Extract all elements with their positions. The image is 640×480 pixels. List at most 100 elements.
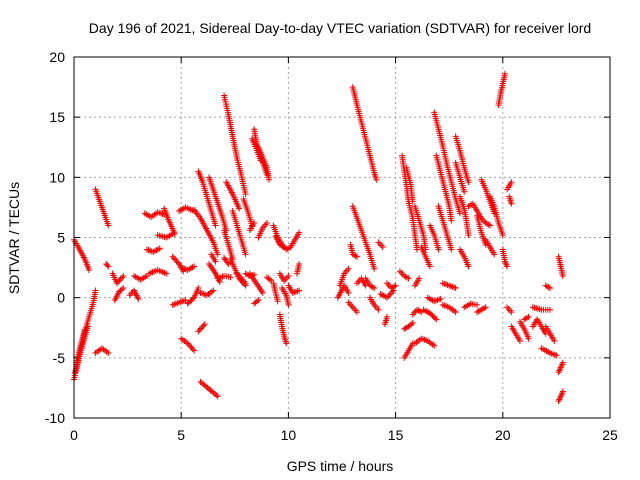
- data-point: [546, 306, 553, 313]
- data-point: [465, 232, 472, 239]
- data-track: [542, 323, 558, 344]
- plot-frame: [73, 56, 611, 419]
- data-track: [424, 294, 444, 305]
- data-point: [116, 277, 123, 284]
- data-point: [173, 258, 180, 265]
- data-track: [538, 345, 560, 359]
- data-point: [189, 346, 196, 353]
- data-track: [433, 152, 455, 224]
- y-axis-label: SDTVAR / TECUs: [6, 182, 22, 294]
- data-point: [195, 328, 202, 335]
- data-track: [161, 205, 178, 237]
- data-track: [73, 327, 88, 366]
- x-tick-label: 10: [281, 427, 297, 443]
- data-point: [84, 323, 91, 330]
- data-point: [210, 287, 217, 294]
- data-point: [371, 265, 378, 272]
- data-point: [482, 304, 489, 311]
- data-track: [456, 193, 472, 239]
- data-point: [191, 263, 198, 270]
- data-point: [387, 290, 394, 297]
- y-tick-label: -5: [53, 350, 66, 366]
- x-tick-label: 0: [70, 427, 78, 443]
- data-track: [504, 179, 515, 193]
- data-point: [172, 256, 179, 263]
- data-point: [296, 260, 303, 267]
- data-track: [529, 316, 549, 337]
- data-track: [293, 260, 303, 277]
- data-track: [221, 227, 236, 263]
- data-track: [504, 304, 515, 316]
- data-track: [411, 335, 438, 349]
- data-track: [223, 179, 243, 212]
- data-track: [403, 164, 416, 205]
- data-point: [81, 327, 88, 334]
- data-track: [169, 253, 187, 275]
- data-point: [525, 335, 532, 342]
- data-track: [184, 285, 202, 307]
- data-point: [236, 205, 243, 212]
- data-point: [225, 260, 232, 267]
- data-point: [525, 313, 532, 320]
- data-point: [409, 319, 416, 326]
- data-point: [104, 262, 111, 269]
- data-point: [86, 266, 93, 273]
- data-point: [200, 322, 207, 329]
- data-point: [384, 313, 391, 320]
- data-track: [141, 209, 168, 221]
- data-point: [354, 309, 361, 316]
- y-tick-label: 10: [49, 169, 65, 185]
- data-point: [266, 276, 273, 283]
- data-track: [208, 251, 219, 265]
- y-tick-label: 15: [49, 109, 65, 125]
- data-point: [371, 285, 378, 292]
- data-track: [126, 287, 142, 302]
- data-point: [345, 265, 352, 272]
- data-track: [233, 270, 249, 287]
- y-tick-label: 0: [57, 290, 65, 306]
- data-track: [251, 297, 262, 307]
- data-point: [386, 291, 393, 298]
- data-point: [191, 347, 198, 354]
- data-track: [347, 241, 361, 260]
- data-track: [399, 152, 421, 253]
- data-track: [191, 206, 221, 258]
- data-track: [486, 193, 506, 239]
- data-track: [103, 260, 112, 270]
- data-track: [255, 144, 273, 183]
- data-track: [555, 359, 566, 376]
- data-point: [242, 191, 249, 198]
- data-track: [495, 70, 508, 109]
- data-track: [435, 203, 455, 253]
- data-point: [452, 285, 459, 292]
- data-point: [435, 246, 442, 253]
- data-point: [553, 352, 560, 359]
- data-point: [156, 245, 163, 252]
- data-point: [120, 285, 127, 292]
- grid-lines: [74, 57, 610, 418]
- data-point: [491, 251, 498, 258]
- data-point: [201, 321, 208, 328]
- data-point: [135, 295, 142, 302]
- data-track: [349, 84, 380, 183]
- data-point: [384, 294, 391, 301]
- data-point: [499, 232, 506, 239]
- data-track: [362, 275, 378, 292]
- data-track: [377, 287, 397, 301]
- x-tick-label: 20: [495, 427, 511, 443]
- data-point: [227, 274, 234, 281]
- data-point: [352, 252, 359, 259]
- data-point: [105, 222, 112, 229]
- data-track: [345, 299, 361, 316]
- data-point: [189, 295, 196, 302]
- x-tick-label: 15: [388, 427, 404, 443]
- data-point: [296, 229, 303, 236]
- data-point: [461, 188, 468, 195]
- data-track: [276, 311, 290, 347]
- data-point: [119, 274, 126, 281]
- data-point: [474, 301, 481, 308]
- data-point: [118, 286, 125, 293]
- data-point: [195, 285, 202, 292]
- data-point: [408, 321, 415, 328]
- data-point: [286, 244, 293, 251]
